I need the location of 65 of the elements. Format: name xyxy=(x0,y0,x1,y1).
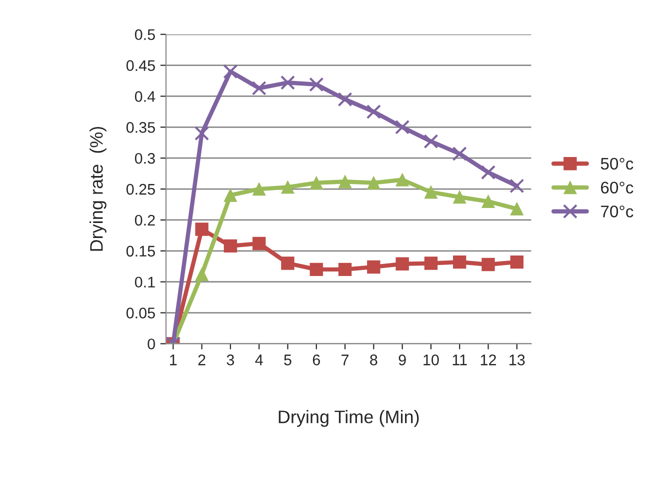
y-tick-label: 0.2 xyxy=(134,214,155,226)
point xyxy=(395,120,410,134)
point xyxy=(452,255,466,269)
point xyxy=(224,188,238,202)
point xyxy=(338,175,352,188)
point xyxy=(510,255,524,269)
point xyxy=(452,146,467,162)
point xyxy=(309,77,324,92)
x-tick-label: 13 xyxy=(510,354,525,366)
y-tick-label: 0.3 xyxy=(134,152,155,164)
y-tick-label: 0.35 xyxy=(126,122,155,133)
point xyxy=(480,165,496,180)
y-tick-label: 0.4 xyxy=(134,91,156,102)
point xyxy=(281,180,294,194)
point xyxy=(452,190,466,204)
x-tick-label: 1 xyxy=(170,354,177,366)
point xyxy=(310,176,323,190)
point xyxy=(367,176,380,190)
x-tick-label: 10 xyxy=(424,354,439,366)
point xyxy=(223,64,238,79)
point xyxy=(252,80,266,96)
x-tick-label: 5 xyxy=(284,354,292,366)
point xyxy=(424,134,438,149)
y-tick-label: 0.1 xyxy=(134,276,155,288)
y-tick-label: 0 xyxy=(148,338,155,350)
y-tick-label: 0.25 xyxy=(126,184,155,195)
point xyxy=(224,239,238,253)
y-tick-label: 0.5 xyxy=(134,29,155,40)
point xyxy=(252,182,266,196)
x-tick-label: 3 xyxy=(226,354,234,366)
x-tick-label: 4 xyxy=(255,354,263,366)
point xyxy=(194,126,210,141)
legend-label: 70°c xyxy=(601,206,634,218)
y-tick-label: 0.05 xyxy=(126,308,155,318)
point xyxy=(424,186,438,199)
point xyxy=(280,75,296,90)
x-tick-label: 7 xyxy=(342,354,348,366)
point xyxy=(252,236,266,250)
legend-label: 60°c xyxy=(601,182,634,194)
point xyxy=(396,257,409,270)
y-tick-label: 0.15 xyxy=(126,246,155,257)
point xyxy=(510,202,524,216)
point xyxy=(482,258,495,272)
point xyxy=(424,256,438,270)
x-tick-label: 9 xyxy=(398,354,406,366)
point xyxy=(366,104,381,119)
x-tick-label: 2 xyxy=(198,354,206,366)
point xyxy=(482,194,495,208)
point xyxy=(310,262,323,276)
y-tick-label: 0.45 xyxy=(126,60,155,71)
point xyxy=(396,173,409,186)
point xyxy=(338,262,352,276)
point xyxy=(338,92,352,107)
point xyxy=(195,268,208,282)
x-tick-label: 8 xyxy=(370,354,378,366)
y-axis-title: Drying rate (%) xyxy=(90,126,106,251)
point xyxy=(281,256,294,270)
point xyxy=(510,178,524,194)
x-axis-title: Drying Time (Min) xyxy=(278,410,419,427)
legend-label: 50°c xyxy=(600,158,634,170)
x-tick-label: 11 xyxy=(452,354,467,366)
point xyxy=(367,260,380,274)
point xyxy=(195,222,208,236)
x-tick-label: 6 xyxy=(312,354,320,366)
x-tick-label: 12 xyxy=(480,354,496,366)
